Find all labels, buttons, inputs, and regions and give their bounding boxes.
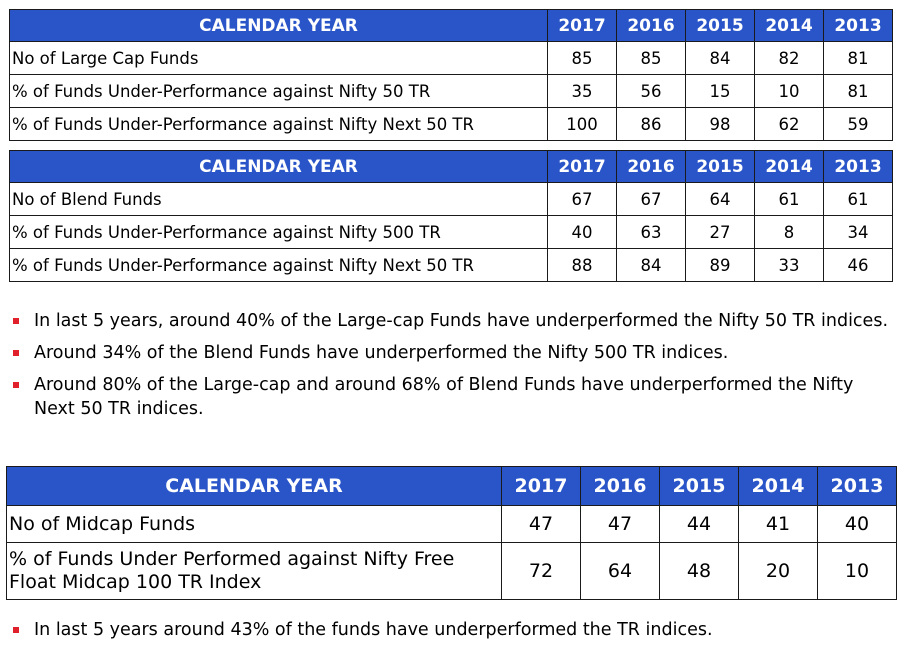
header-year: 2013 <box>823 9 893 42</box>
header-year: 2014 <box>754 150 824 183</box>
cell-value: 98 <box>685 107 755 141</box>
cell-value: 84 <box>616 248 686 282</box>
blend-funds-table: CALENDAR YEAR 2017 2016 2015 2014 2013 N… <box>9 150 893 282</box>
table-row: % of Funds Under-Performance against Nif… <box>9 74 893 108</box>
midcap-summary-bullets: In last 5 years around 43% of the funds … <box>0 618 895 642</box>
table-row: No of Blend Funds 67 67 64 61 61 <box>9 182 893 216</box>
cell-value: 20 <box>738 542 818 600</box>
cell-value: 88 <box>547 248 617 282</box>
cell-value: 72 <box>501 542 581 600</box>
cell-value: 82 <box>754 41 824 75</box>
bullet-item: Around 34% of the Blend Funds have under… <box>0 341 895 365</box>
cell-value: 85 <box>547 41 617 75</box>
header-year: 2015 <box>685 9 755 42</box>
bullet-text: In last 5 years around 43% of the funds … <box>34 620 713 640</box>
header-year: 2017 <box>547 150 617 183</box>
cell-value: 81 <box>823 74 893 108</box>
cell-value: 10 <box>754 74 824 108</box>
cell-value: 33 <box>754 248 824 282</box>
cell-value: 47 <box>580 505 660 543</box>
header-calendar-year: CALENDAR YEAR <box>9 9 548 42</box>
summary-bullets: In last 5 years, around 40% of the Large… <box>0 309 895 429</box>
cell-value: 10 <box>817 542 897 600</box>
cell-value: 67 <box>547 182 617 216</box>
bullet-item: In last 5 years around 43% of the funds … <box>0 618 895 642</box>
bullet-text: Around 34% of the Blend Funds have under… <box>34 343 729 363</box>
cell-value: 56 <box>616 74 686 108</box>
cell-value: 44 <box>659 505 739 543</box>
bullet-item: Around 80% of the Large-cap and around 6… <box>0 373 895 421</box>
row-label: % of Funds Under-Performance against Nif… <box>9 248 548 282</box>
row-label: % of Funds Under-Performance against Nif… <box>9 107 548 141</box>
header-year: 2015 <box>659 466 739 506</box>
red-square-bullet-icon <box>13 382 19 388</box>
cell-value: 64 <box>580 542 660 600</box>
cell-value: 41 <box>738 505 818 543</box>
header-year: 2013 <box>817 466 897 506</box>
cell-value: 63 <box>616 215 686 249</box>
cell-value: 86 <box>616 107 686 141</box>
table-row: % of Funds Under Performed against Nifty… <box>6 542 897 600</box>
cell-value: 100 <box>547 107 617 141</box>
header-year: 2016 <box>580 466 660 506</box>
row-label: No of Large Cap Funds <box>9 41 548 75</box>
header-year: 2017 <box>547 9 617 42</box>
header-calendar-year: CALENDAR YEAR <box>9 150 548 183</box>
row-label: % of Funds Under-Performance against Nif… <box>9 215 548 249</box>
row-label: No of Blend Funds <box>9 182 548 216</box>
table-row: No of Midcap Funds 47 47 44 41 40 <box>6 505 897 543</box>
cell-value: 61 <box>823 182 893 216</box>
table-header-row: CALENDAR YEAR 2017 2016 2015 2014 2013 <box>9 150 893 183</box>
cell-value: 40 <box>817 505 897 543</box>
header-year: 2015 <box>685 150 755 183</box>
cell-value: 62 <box>754 107 824 141</box>
cell-value: 89 <box>685 248 755 282</box>
header-calendar-year: CALENDAR YEAR <box>6 466 502 506</box>
header-year: 2016 <box>616 9 686 42</box>
table-row: No of Large Cap Funds 85 85 84 82 81 <box>9 41 893 75</box>
row-label: % of Funds Under-Performance against Nif… <box>9 74 548 108</box>
cell-value: 48 <box>659 542 739 600</box>
red-square-bullet-icon <box>13 318 19 324</box>
cell-value: 46 <box>823 248 893 282</box>
cell-value: 34 <box>823 215 893 249</box>
red-square-bullet-icon <box>13 350 19 356</box>
header-year: 2016 <box>616 150 686 183</box>
cell-value: 61 <box>754 182 824 216</box>
bullet-text: Around 80% of the Large-cap and around 6… <box>34 375 854 419</box>
table-row: % of Funds Under-Performance against Nif… <box>9 248 893 282</box>
cell-value: 84 <box>685 41 755 75</box>
table-row: % of Funds Under-Performance against Nif… <box>9 107 893 141</box>
header-year: 2013 <box>823 150 893 183</box>
bullet-item: In last 5 years, around 40% of the Large… <box>0 309 895 333</box>
cell-value: 59 <box>823 107 893 141</box>
header-year: 2017 <box>501 466 581 506</box>
table-row: % of Funds Under-Performance against Nif… <box>9 215 893 249</box>
bullet-text: In last 5 years, around 40% of the Large… <box>34 311 889 331</box>
cell-value: 35 <box>547 74 617 108</box>
header-year: 2014 <box>738 466 818 506</box>
cell-value: 67 <box>616 182 686 216</box>
cell-value: 64 <box>685 182 755 216</box>
row-label: No of Midcap Funds <box>6 505 502 543</box>
row-label: % of Funds Under Performed against Nifty… <box>6 542 502 600</box>
cell-value: 40 <box>547 215 617 249</box>
cell-value: 8 <box>754 215 824 249</box>
table-header-row: CALENDAR YEAR 2017 2016 2015 2014 2013 <box>9 9 893 42</box>
table-header-row: CALENDAR YEAR 2017 2016 2015 2014 2013 <box>6 466 897 506</box>
cell-value: 81 <box>823 41 893 75</box>
red-square-bullet-icon <box>13 627 19 633</box>
cell-value: 85 <box>616 41 686 75</box>
cell-value: 15 <box>685 74 755 108</box>
cell-value: 47 <box>501 505 581 543</box>
cell-value: 27 <box>685 215 755 249</box>
large-cap-table: CALENDAR YEAR 2017 2016 2015 2014 2013 N… <box>9 9 893 141</box>
midcap-funds-table: CALENDAR YEAR 2017 2016 2015 2014 2013 N… <box>6 466 897 600</box>
header-year: 2014 <box>754 9 824 42</box>
